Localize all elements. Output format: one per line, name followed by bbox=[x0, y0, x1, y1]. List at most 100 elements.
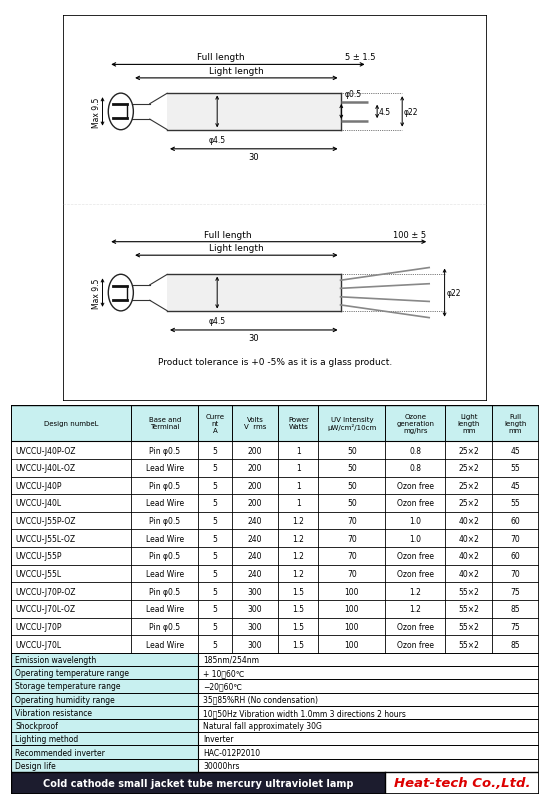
Text: 5: 5 bbox=[212, 622, 217, 631]
Text: UVCCU-J70P: UVCCU-J70P bbox=[15, 622, 62, 631]
Text: 70: 70 bbox=[347, 569, 357, 578]
Text: 240: 240 bbox=[248, 534, 262, 543]
Text: Lighting method: Lighting method bbox=[15, 735, 79, 743]
Text: Light
length
mm: Light length mm bbox=[458, 413, 480, 433]
Text: 70: 70 bbox=[347, 534, 357, 543]
Text: 1: 1 bbox=[296, 499, 301, 508]
Text: Storage temperature range: Storage temperature range bbox=[15, 682, 120, 691]
Text: Ozon free: Ozon free bbox=[397, 640, 434, 649]
Text: 25×2: 25×2 bbox=[459, 481, 479, 490]
Text: Inverter: Inverter bbox=[204, 735, 234, 743]
Text: φ0.5: φ0.5 bbox=[344, 90, 361, 99]
Text: 55: 55 bbox=[511, 464, 520, 472]
Text: 85: 85 bbox=[511, 640, 520, 649]
Text: UVCCU-J40L-OZ: UVCCU-J40L-OZ bbox=[15, 464, 75, 472]
Text: 55×2: 55×2 bbox=[458, 640, 479, 649]
Text: 70: 70 bbox=[347, 516, 357, 525]
Bar bbox=[198, 693, 539, 706]
Text: Pin φ0.5: Pin φ0.5 bbox=[149, 622, 180, 631]
Text: 50: 50 bbox=[347, 446, 357, 455]
Text: Light length: Light length bbox=[209, 244, 264, 253]
Text: Ozon free: Ozon free bbox=[397, 569, 434, 578]
Text: Emission wavelength: Emission wavelength bbox=[15, 655, 96, 664]
Text: 200: 200 bbox=[248, 446, 262, 455]
Text: Full length: Full length bbox=[196, 53, 244, 63]
Text: 40×2: 40×2 bbox=[458, 552, 479, 561]
Text: 10～50Hz Vibration width 1.0mm 3 directions 2 hours: 10～50Hz Vibration width 1.0mm 3 directio… bbox=[204, 708, 406, 717]
Text: Volts
V  rms: Volts V rms bbox=[244, 417, 266, 430]
Text: Pin φ0.5: Pin φ0.5 bbox=[149, 516, 180, 525]
Text: Vibration resistance: Vibration resistance bbox=[15, 708, 92, 717]
Text: φ4.5: φ4.5 bbox=[208, 317, 225, 326]
Bar bbox=[198, 759, 539, 772]
Text: 5: 5 bbox=[212, 499, 217, 508]
Text: 5 ± 1.5: 5 ± 1.5 bbox=[344, 53, 375, 63]
Text: 55×2: 55×2 bbox=[458, 587, 479, 596]
Bar bbox=[11, 706, 198, 719]
Text: 1.2: 1.2 bbox=[409, 605, 421, 614]
Text: Lead Wire: Lead Wire bbox=[146, 499, 184, 508]
Bar bbox=[11, 719, 198, 732]
Text: 5: 5 bbox=[212, 464, 217, 472]
Text: Design life: Design life bbox=[15, 761, 56, 770]
Bar bbox=[167, 94, 340, 131]
Text: 1.2: 1.2 bbox=[293, 552, 304, 561]
Text: 240: 240 bbox=[248, 552, 262, 561]
Text: 0.8: 0.8 bbox=[409, 464, 421, 472]
Text: Operating humidity range: Operating humidity range bbox=[15, 695, 115, 704]
Text: 100: 100 bbox=[345, 605, 359, 614]
Text: 300: 300 bbox=[248, 640, 262, 649]
Text: 50: 50 bbox=[347, 499, 357, 508]
Text: 300: 300 bbox=[248, 605, 262, 614]
Bar bbox=[11, 772, 386, 794]
Text: Pin φ0.5: Pin φ0.5 bbox=[149, 446, 180, 455]
Text: 200: 200 bbox=[248, 499, 262, 508]
Text: 1.5: 1.5 bbox=[293, 587, 304, 596]
Bar bbox=[11, 759, 198, 772]
Text: UVCCU-J55L: UVCCU-J55L bbox=[15, 569, 62, 578]
Text: 55×2: 55×2 bbox=[458, 605, 479, 614]
Bar bbox=[11, 653, 198, 666]
Text: Ozon free: Ozon free bbox=[397, 481, 434, 490]
Text: 5: 5 bbox=[212, 569, 217, 578]
Text: Power
Watts: Power Watts bbox=[288, 417, 309, 430]
Text: 100 ± 5: 100 ± 5 bbox=[393, 230, 426, 239]
Text: 30: 30 bbox=[249, 152, 259, 162]
Text: 50: 50 bbox=[347, 464, 357, 472]
Ellipse shape bbox=[108, 94, 133, 131]
Text: 100: 100 bbox=[345, 622, 359, 631]
Bar bbox=[11, 746, 198, 759]
Bar bbox=[198, 746, 539, 759]
Text: UVCCU-J55P-OZ: UVCCU-J55P-OZ bbox=[15, 516, 76, 525]
Text: φ22: φ22 bbox=[447, 289, 461, 298]
Text: Pin φ0.5: Pin φ0.5 bbox=[149, 552, 180, 561]
Text: 300: 300 bbox=[248, 587, 262, 596]
Text: 60: 60 bbox=[511, 516, 520, 525]
Text: UVCCU-J55L-OZ: UVCCU-J55L-OZ bbox=[15, 534, 75, 543]
Text: Natural fall approximately 30G: Natural fall approximately 30G bbox=[204, 721, 322, 731]
Text: Recommended inverter: Recommended inverter bbox=[15, 747, 105, 756]
Text: 55: 55 bbox=[511, 499, 520, 508]
Text: 200: 200 bbox=[248, 464, 262, 472]
Text: UVCCU-J40P-OZ: UVCCU-J40P-OZ bbox=[15, 446, 76, 455]
Bar bbox=[11, 405, 539, 442]
Text: 5: 5 bbox=[212, 640, 217, 649]
Text: φ4.5: φ4.5 bbox=[208, 136, 225, 145]
Bar bbox=[198, 706, 539, 719]
Text: UVCCU-J70L-OZ: UVCCU-J70L-OZ bbox=[15, 605, 75, 614]
Text: Curre
nt
A: Curre nt A bbox=[205, 413, 224, 433]
Text: 1: 1 bbox=[296, 446, 301, 455]
Text: 25×2: 25×2 bbox=[459, 464, 479, 472]
Text: 70: 70 bbox=[511, 534, 520, 543]
Text: UVCCU-J40L: UVCCU-J40L bbox=[15, 499, 62, 508]
Text: Product tolerance is +0 -5% as it is a glass product.: Product tolerance is +0 -5% as it is a g… bbox=[158, 358, 392, 367]
Text: Full
length
mm: Full length mm bbox=[504, 413, 527, 433]
Text: Base and
Terminal: Base and Terminal bbox=[148, 417, 181, 430]
Text: 25×2: 25×2 bbox=[459, 499, 479, 508]
Text: 5: 5 bbox=[212, 552, 217, 561]
Text: 70: 70 bbox=[511, 569, 520, 578]
Text: Design numbeL: Design numbeL bbox=[44, 420, 98, 427]
Text: 5: 5 bbox=[212, 605, 217, 614]
Text: Lead Wire: Lead Wire bbox=[146, 569, 184, 578]
Text: 100: 100 bbox=[345, 587, 359, 596]
